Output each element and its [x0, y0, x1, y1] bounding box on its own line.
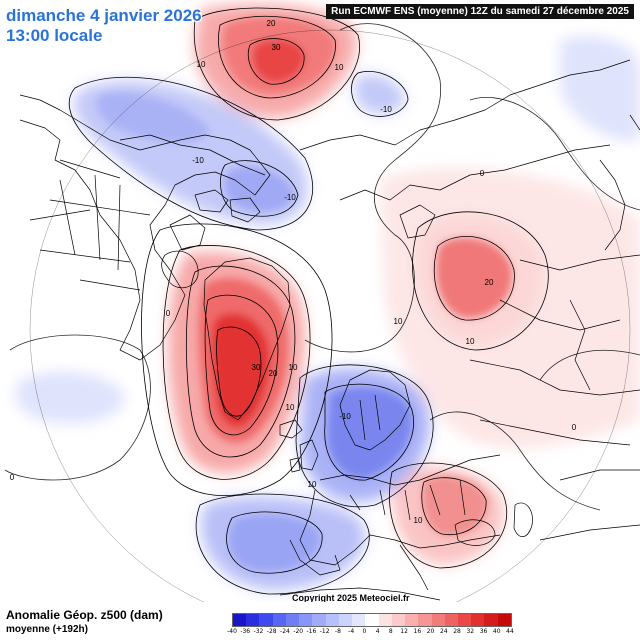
color-scale-swatch: [338, 614, 353, 626]
color-scale-swatch: [431, 614, 445, 626]
color-scale-swatch: [352, 614, 366, 626]
product-subtitle: moyenne (+192h): [6, 624, 88, 635]
contours: [4, 7, 640, 595]
color-scale-label: 12: [400, 628, 408, 635]
contour-label: 30: [252, 363, 261, 372]
color-scale-swatch: [471, 614, 485, 626]
contour-label: -10: [339, 412, 351, 421]
product-title: Anomalie Géop. z500 (dam): [6, 608, 163, 622]
color-scale-label: 28: [453, 628, 461, 635]
contour-label: 20: [485, 278, 494, 287]
coastlines: [19, 29, 640, 602]
contour-label: 10: [414, 516, 423, 525]
contour-label: 10: [335, 63, 344, 72]
color-scale-label: 32: [466, 628, 475, 635]
color-scale-swatch: [484, 614, 498, 626]
color-scale-label: 16: [413, 628, 422, 635]
contour-label: 10: [286, 403, 295, 412]
contour-label: 0: [572, 423, 577, 432]
color-scale-swatch: [444, 614, 458, 626]
contour-labels: 20 30 10 10 -10 -10 -10 0 20 10 10 0 30 …: [10, 19, 577, 525]
color-scale-labels: -40 -36 -32 -28 -24 -20 -16 -12 -8 -4 0 4 8 12 16 20 24 2…: [227, 628, 514, 638]
color-scale-label: 44: [506, 628, 514, 635]
color-scale-label: -16: [306, 628, 317, 635]
color-scale-swatch: [365, 614, 379, 626]
color-scale-label: -12: [319, 628, 330, 635]
color-scale-swatch: [312, 614, 326, 626]
color-scale-swatch: [418, 614, 432, 626]
color-scale-swatch: [246, 614, 260, 626]
anomaly-shading: [15, 4, 640, 590]
color-scale-swatch: [272, 614, 286, 626]
forecast-time: 13:00 locale: [6, 26, 103, 45]
color-scale-label: -20: [293, 628, 304, 635]
contour-label: 20: [267, 19, 276, 28]
color-scale-swatch: [233, 614, 247, 626]
color-scale-label: 0: [362, 628, 367, 635]
contour-label: 0: [166, 309, 171, 318]
color-scale-label: 20: [426, 628, 435, 635]
contour-label: 10: [466, 337, 475, 346]
color-scale-label: -4: [348, 628, 355, 635]
contour-label: -10: [192, 156, 204, 165]
contour-label: 0: [480, 169, 485, 178]
color-scale-swatch: [285, 614, 300, 626]
color-scale-label: 36: [479, 628, 488, 635]
color-scale-label: -32: [253, 628, 264, 635]
color-scale-label: -40: [227, 628, 237, 635]
color-scale-swatch: [325, 614, 339, 626]
forecast-date: dimanche 4 janvier 2026: [6, 6, 202, 25]
color-scale-swatch: [259, 614, 273, 626]
contour-label: -10: [284, 193, 296, 202]
color-scale-label: 8: [388, 628, 393, 635]
color-scale-label: -24: [280, 628, 290, 635]
color-scale-label: 40: [492, 628, 501, 635]
contour-label: 0: [10, 473, 15, 482]
contour-label: -10: [380, 105, 392, 114]
color-scale-swatch: [299, 614, 313, 626]
color-scale-label: -8: [334, 628, 341, 635]
copyright: Copyright 2025 Meteociel.fr: [292, 593, 410, 603]
contour-label: 30: [272, 43, 281, 52]
color-scale-swatch: [497, 614, 511, 626]
color-scale-label: -36: [240, 628, 251, 635]
color-scale-swatch: [457, 614, 472, 626]
color-scale-swatch: [378, 614, 392, 626]
color-scale-label: 4: [375, 628, 380, 635]
color-scale-label: 24: [439, 628, 448, 635]
contour-label: 10: [308, 480, 317, 489]
run-info: Run ECMWF ENS (moyenne) 12Z du samedi 27…: [326, 4, 634, 19]
color-scale-swatch: [391, 614, 406, 626]
contour-label: 10: [394, 317, 403, 326]
color-scale: [232, 613, 512, 627]
color-scale-swatch: [405, 614, 419, 626]
color-scale-label: -28: [266, 628, 277, 635]
contour-label: 20: [269, 369, 278, 378]
contour-label: 10: [289, 363, 298, 372]
contour-label: 10: [197, 60, 206, 69]
